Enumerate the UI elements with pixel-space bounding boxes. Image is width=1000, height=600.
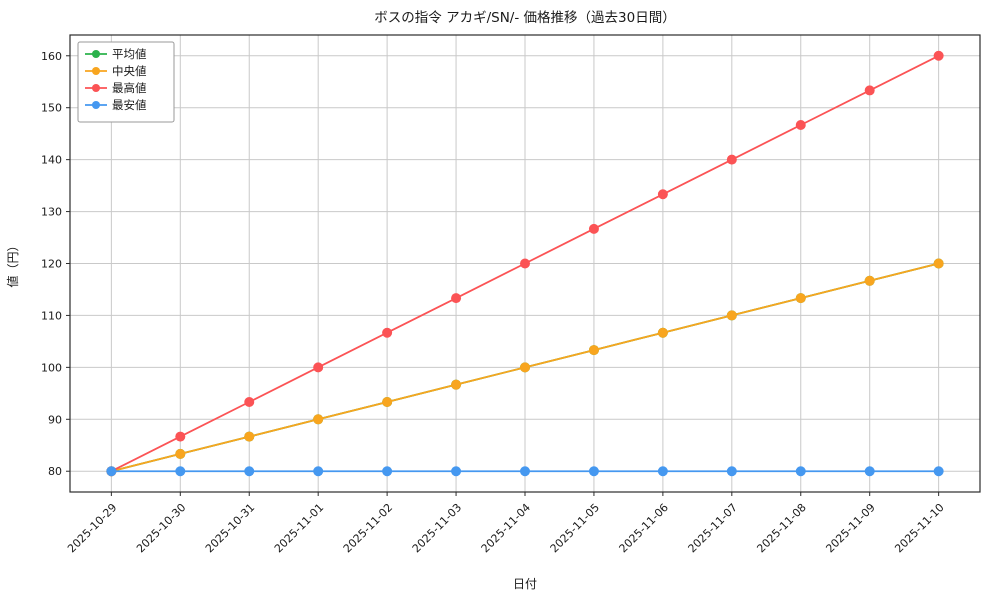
series-marker	[588, 223, 599, 234]
y-axis-label: 値（円）	[5, 239, 20, 287]
series-marker	[588, 466, 599, 477]
series-marker	[864, 466, 875, 477]
series-marker	[382, 466, 393, 477]
x-axis-label: 日付	[513, 577, 537, 591]
series-marker	[313, 466, 324, 477]
series-marker	[657, 466, 668, 477]
legend-item: 最高値	[85, 81, 147, 95]
y-tick-label: 80	[48, 465, 62, 478]
legend-label: 平均値	[112, 47, 147, 61]
series-marker	[726, 310, 737, 321]
series-marker	[657, 327, 668, 338]
series-marker	[657, 189, 668, 200]
y-axis: 80 90 100 110 120 130 140 150 160	[41, 50, 70, 478]
series-3	[106, 466, 944, 477]
series-marker	[106, 466, 117, 477]
legend-item: 平均値	[85, 47, 147, 61]
y-tick-label: 130	[41, 206, 62, 219]
legend-label: 最安値	[112, 98, 147, 112]
series-1	[106, 258, 944, 477]
series-marker	[244, 431, 255, 442]
chart-title: ボスの指令 アカギ/SN/- 価格推移（過去30日間）	[374, 10, 675, 26]
legend-item: 中央値	[85, 64, 147, 78]
series-marker	[451, 379, 462, 390]
legend-swatch-marker	[92, 84, 100, 92]
series-marker	[933, 50, 944, 61]
series-marker	[382, 327, 393, 338]
y-tick-label: 100	[41, 361, 62, 374]
y-tick-label: 120	[41, 258, 62, 271]
series-marker	[175, 448, 186, 459]
series-marker	[451, 293, 462, 304]
series-marker	[520, 362, 530, 373]
y-tick-label: 150	[41, 102, 62, 115]
legend-item: 最安値	[85, 98, 147, 112]
y-tick-label: 140	[41, 154, 62, 167]
series-marker	[864, 85, 875, 96]
series-marker	[726, 466, 737, 477]
series-marker	[382, 397, 393, 408]
y-tick-label: 90	[48, 413, 62, 426]
legend-label: 中央値	[112, 64, 147, 78]
legend-swatch-marker	[92, 50, 100, 58]
series-marker	[520, 258, 530, 269]
series-marker	[588, 345, 599, 356]
series-marker	[795, 466, 806, 477]
series-marker	[313, 362, 324, 373]
legend-swatch-marker	[92, 101, 100, 109]
series-marker	[175, 466, 186, 477]
series-marker	[795, 119, 806, 130]
series-2	[106, 50, 944, 477]
legend-box	[77, 41, 175, 123]
series-marker	[726, 154, 737, 165]
series-marker	[451, 466, 462, 477]
y-tick-label: 110	[41, 309, 62, 322]
series-marker	[933, 258, 944, 269]
series-marker	[933, 466, 944, 477]
series-marker	[244, 397, 255, 408]
series-marker	[864, 275, 875, 286]
series-marker	[520, 466, 530, 477]
y-tick-label: 160	[41, 50, 62, 63]
series-marker	[244, 466, 255, 477]
legend-swatch-marker	[92, 67, 100, 75]
legend-label: 最高値	[112, 81, 147, 95]
series-marker	[313, 414, 324, 425]
series-marker	[795, 293, 806, 304]
series-marker	[175, 431, 186, 442]
